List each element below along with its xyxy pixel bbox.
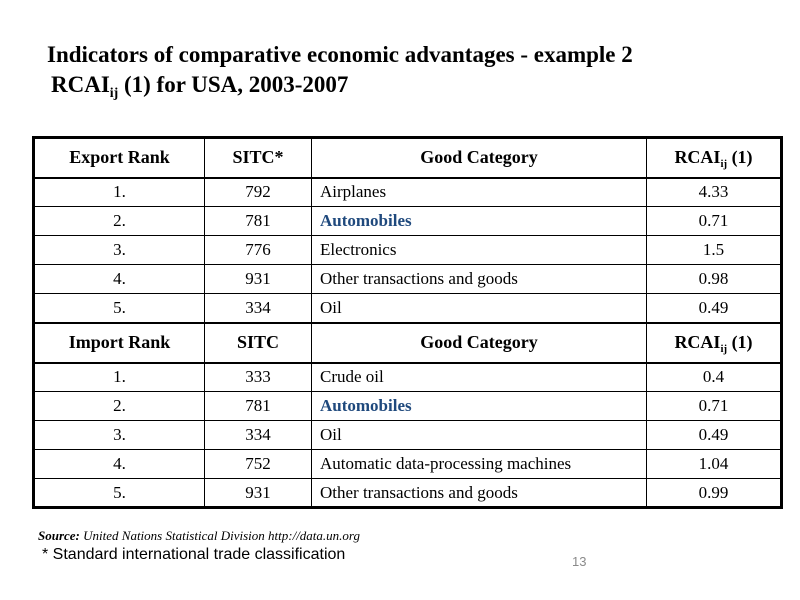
- cell-rank: 5.: [33, 478, 205, 508]
- cell-sitc: 792: [204, 177, 312, 207]
- cell-rank: 3.: [33, 420, 205, 450]
- cell-rcai: 0.99: [646, 478, 782, 508]
- import-sitc-header: SITC: [204, 321, 312, 364]
- rcai-table: Export Rank SITC* Good Category RCAIij (…: [32, 136, 783, 509]
- title-rcai-subscript: ij: [109, 84, 119, 100]
- cell-rank: 3.: [33, 235, 205, 265]
- import-row-5: 5. 931 Other transactions and goods 0.99: [33, 478, 782, 508]
- cell-rank: 4.: [33, 449, 205, 479]
- export-header-row: Export Rank SITC* Good Category RCAIij (…: [33, 136, 782, 179]
- title-rcai-suffix: (1) for USA, 2003-2007: [118, 72, 349, 97]
- export-row-2: 2. 781 Automobiles 0.71: [33, 206, 782, 236]
- cell-rank: 2.: [33, 391, 205, 421]
- cell-good-category: Automobiles: [311, 206, 647, 236]
- cell-good-category: Oil: [311, 420, 647, 450]
- cell-rcai: 1.04: [646, 449, 782, 479]
- cell-good-category: Oil: [311, 293, 647, 323]
- cell-sitc: 931: [204, 264, 312, 294]
- cell-rcai: 0.98: [646, 264, 782, 294]
- import-good-category-header: Good Category: [311, 321, 647, 364]
- import-rcai-header: RCAIij (1): [646, 321, 782, 364]
- cell-rcai: 0.49: [646, 293, 782, 323]
- cell-sitc: 781: [204, 206, 312, 236]
- cell-rcai: 4.33: [646, 177, 782, 207]
- cell-rank: 5.: [33, 293, 205, 323]
- cell-good-category: Automobiles: [311, 391, 647, 421]
- cell-good-category: Other transactions and goods: [311, 478, 647, 508]
- cell-rank: 2.: [33, 206, 205, 236]
- cell-rank: 1.: [33, 362, 205, 392]
- cell-rcai: 0.49: [646, 420, 782, 450]
- cell-good-category: Airplanes: [311, 177, 647, 207]
- import-row-4: 4. 752 Automatic data-processing machine…: [33, 449, 782, 479]
- cell-rank: 4.: [33, 264, 205, 294]
- page-number: 13: [572, 554, 587, 569]
- slide-title-line2: RCAIij (1) for USA, 2003-2007: [47, 70, 633, 103]
- source-label: Source:: [38, 528, 80, 543]
- source-line: Source: United Nations Statistical Divis…: [38, 528, 360, 544]
- title-rcai-prefix: RCAI: [51, 72, 110, 97]
- export-row-1: 1. 792 Airplanes 4.33: [33, 177, 782, 207]
- import-row-1: 1. 333 Crude oil 0.4: [33, 362, 782, 392]
- cell-rcai: 1.5: [646, 235, 782, 265]
- import-row-3: 3. 334 Oil 0.49: [33, 420, 782, 450]
- import-header-row: Import Rank SITC Good Category RCAIij (1…: [33, 321, 782, 364]
- export-row-4: 4. 931 Other transactions and goods 0.98: [33, 264, 782, 294]
- sitc-footnote: * Standard international trade classific…: [42, 546, 346, 563]
- cell-sitc: 334: [204, 420, 312, 450]
- import-row-2: 2. 781 Automobiles 0.71: [33, 391, 782, 421]
- import-rank-header: Import Rank: [33, 321, 205, 364]
- cell-good-category: Electronics: [311, 235, 647, 265]
- cell-good-category: Other transactions and goods: [311, 264, 647, 294]
- cell-rcai: 0.71: [646, 391, 782, 421]
- cell-rank: 1.: [33, 177, 205, 207]
- export-row-3: 3. 776 Electronics 1.5: [33, 235, 782, 265]
- cell-rcai: 0.4: [646, 362, 782, 392]
- source-text: United Nations Statistical Division http…: [79, 528, 360, 543]
- export-row-5: 5. 334 Oil 0.49: [33, 293, 782, 323]
- cell-sitc: 781: [204, 391, 312, 421]
- slide-title-line1: Indicators of comparative economic advan…: [47, 42, 633, 67]
- cell-good-category: Automatic data-processing machines: [311, 449, 647, 479]
- export-good-category-header: Good Category: [311, 136, 647, 179]
- cell-sitc: 776: [204, 235, 312, 265]
- cell-sitc: 931: [204, 478, 312, 508]
- export-rcai-header: RCAIij (1): [646, 136, 782, 179]
- cell-good-category: Crude oil: [311, 362, 647, 392]
- export-rank-header: Export Rank: [33, 136, 205, 179]
- cell-sitc: 752: [204, 449, 312, 479]
- cell-sitc: 334: [204, 293, 312, 323]
- slide-title: Indicators of comparative economic advan…: [47, 40, 633, 103]
- cell-sitc: 333: [204, 362, 312, 392]
- cell-rcai: 0.71: [646, 206, 782, 236]
- export-sitc-header: SITC*: [204, 136, 312, 179]
